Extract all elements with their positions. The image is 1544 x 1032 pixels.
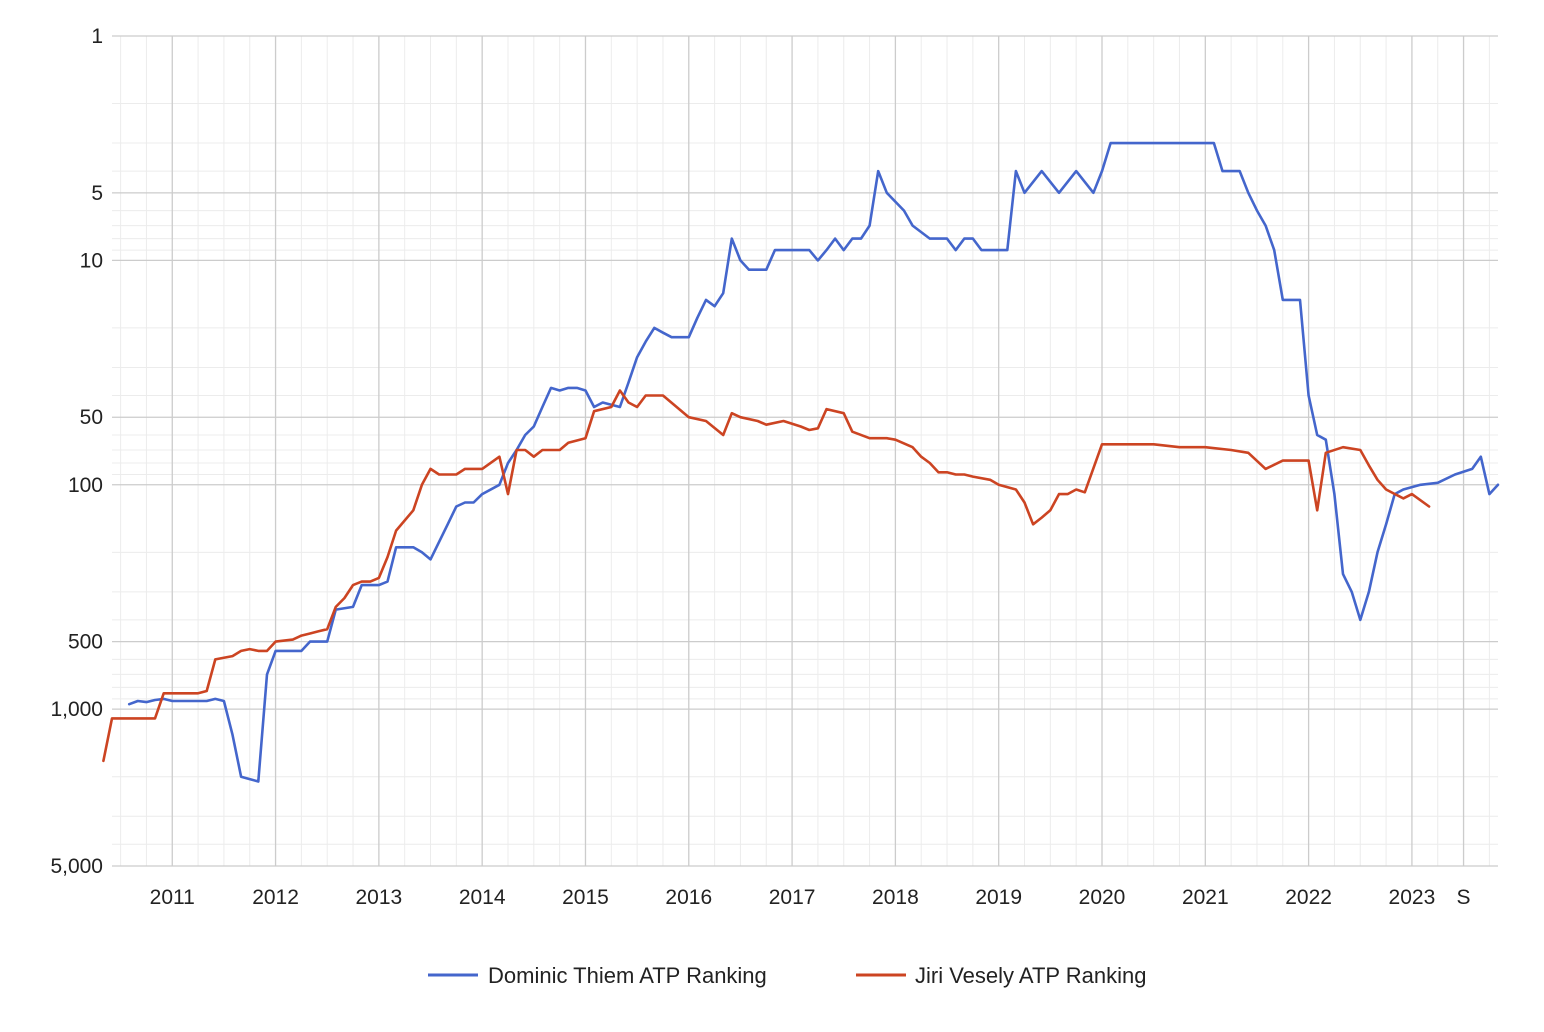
y-tick-label: 1 xyxy=(91,25,103,48)
legend-label: Jiri Vesely ATP Ranking xyxy=(915,963,1147,988)
x-tick-label: 2014 xyxy=(459,886,506,909)
y-tick-label: 100 xyxy=(68,474,103,497)
major-gridlines xyxy=(112,35,1498,867)
minor-gridlines xyxy=(112,36,1498,866)
legend: Dominic Thiem ATP Ranking Jiri Vesely ATP… xyxy=(428,963,1147,988)
y-tick-label: 50 xyxy=(80,406,103,429)
x-tick-label: 2023 xyxy=(1389,886,1436,909)
x-tick-label: 2015 xyxy=(562,886,609,909)
y-tick-label: 10 xyxy=(80,249,103,272)
y-tick-label: 500 xyxy=(68,631,103,654)
x-tick-label: S xyxy=(1457,886,1471,909)
x-tick-label: 2021 xyxy=(1182,886,1229,909)
x-tick-label: 2018 xyxy=(872,886,919,909)
x-tick-label: 2020 xyxy=(1079,886,1126,909)
legend-label: Dominic Thiem ATP Ranking xyxy=(488,963,767,988)
y-tick-label: 1,000 xyxy=(50,698,103,721)
x-axis-tick-labels: 2011 2012 2013 2014 2015 2016 2017 2018 2019 2020… xyxy=(150,886,1471,909)
x-tick-label: 2011 xyxy=(150,886,195,909)
x-tick-label: 2022 xyxy=(1285,886,1332,909)
x-tick-label: 2013 xyxy=(356,886,403,909)
series-lines xyxy=(102,141,1500,783)
x-tick-label: 2012 xyxy=(252,886,299,909)
x-tick-label: 2017 xyxy=(769,886,816,909)
series-line-1 xyxy=(127,141,1500,783)
series-line-2 xyxy=(102,389,1431,763)
y-tick-label: 5 xyxy=(91,182,103,205)
x-tick-label: 2019 xyxy=(975,886,1022,909)
y-tick-label: 5,000 xyxy=(50,855,103,878)
y-axis-tick-labels: 1 5 10 50 100 500 1,000 5,000 xyxy=(50,25,103,878)
x-tick-label: 2016 xyxy=(665,886,712,909)
